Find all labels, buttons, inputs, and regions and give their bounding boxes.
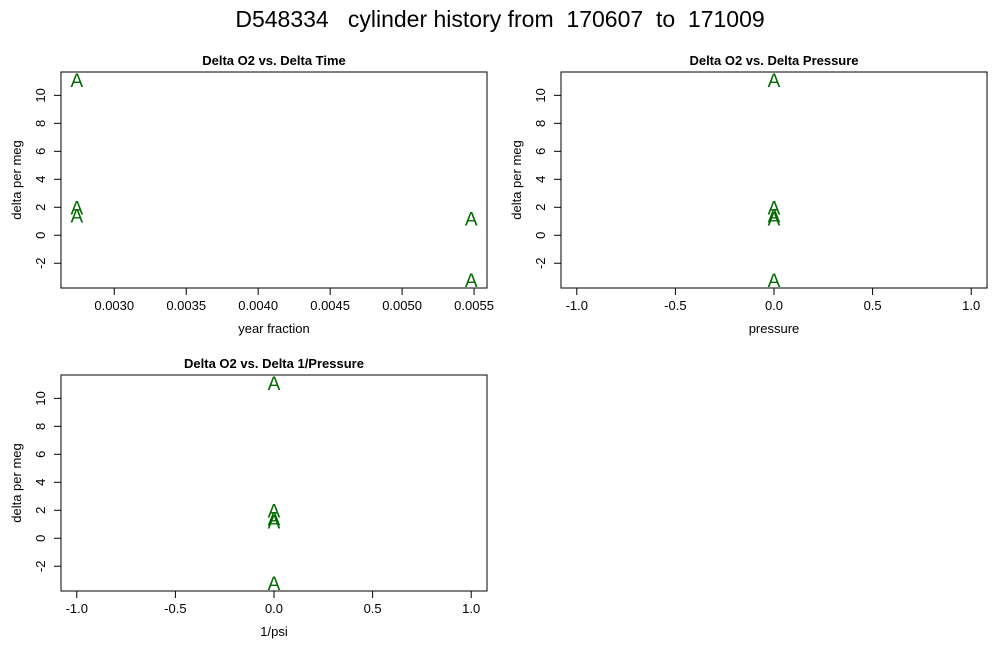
y-tick-label: 2 xyxy=(533,204,548,211)
x-tick-label: -1.0 xyxy=(566,298,588,313)
x-tick-label: 0.0045 xyxy=(310,298,350,313)
x-axis-label: 1/psi xyxy=(260,624,288,639)
x-axis-label: year fraction xyxy=(238,321,310,336)
plot-frame xyxy=(60,71,488,289)
point: A xyxy=(768,271,781,292)
y-tick-label: 0 xyxy=(33,535,48,542)
y-axis-label: delta per meg xyxy=(9,140,24,220)
y-tick-label: 8 xyxy=(33,120,48,127)
y-axis-label: delta per meg xyxy=(509,140,524,220)
x-tick-label: 0.5 xyxy=(864,298,882,313)
y-tick-label: -2 xyxy=(533,257,548,269)
x-tick-label: -1.0 xyxy=(66,601,88,616)
point: A xyxy=(268,512,281,533)
y-tick-label: 10 xyxy=(33,88,48,102)
y-tick-label: 0 xyxy=(533,232,548,239)
point: A xyxy=(465,271,478,292)
y-tick-label: 8 xyxy=(533,120,548,127)
point: A xyxy=(70,198,83,219)
y-tick-label: 4 xyxy=(533,176,548,183)
panel: Delta O2 vs. Delta Pressure pressure delta… xyxy=(509,53,988,336)
panel: Delta O2 vs. Delta Time year fraction delt… xyxy=(9,53,494,336)
y-tick-label: -2 xyxy=(33,257,48,269)
plot-frame xyxy=(560,71,988,289)
y-axis-label: delta per meg xyxy=(9,443,24,523)
point: A xyxy=(768,209,781,230)
x-tick-label: 0.0050 xyxy=(382,298,422,313)
y-tick-label: 10 xyxy=(33,391,48,405)
page-title: D548334 cylinder history from 170607 to … xyxy=(235,6,764,32)
y-tick-label: -2 xyxy=(33,560,48,572)
panel-title: Delta O2 vs. Delta 1/Pressure xyxy=(184,356,364,371)
x-tick-label: 0.0055 xyxy=(454,298,494,313)
point: A xyxy=(70,207,83,228)
x-tick-label: -0.5 xyxy=(164,601,186,616)
x-tick-label: 1.0 xyxy=(462,601,480,616)
panel: Delta O2 vs. Delta 1/Pressure 1/psi delta … xyxy=(9,356,488,639)
y-tick-label: 4 xyxy=(33,479,48,486)
x-tick-label: 0.5 xyxy=(364,601,382,616)
y-tick-label: 6 xyxy=(33,451,48,458)
x-tick-label: 0.0040 xyxy=(238,298,278,313)
point: A xyxy=(268,510,281,531)
x-tick-label: 1.0 xyxy=(962,298,980,313)
point: A xyxy=(268,574,281,595)
point: A xyxy=(268,374,281,395)
x-tick-label: 0.0 xyxy=(765,298,783,313)
x-axis-label: pressure xyxy=(749,321,800,336)
y-tick-label: 8 xyxy=(33,423,48,430)
x-tick-label: -0.5 xyxy=(664,298,686,313)
y-tick-label: 10 xyxy=(533,88,548,102)
y-tick-label: 6 xyxy=(533,148,548,155)
point: A xyxy=(465,209,478,230)
y-tick-label: 0 xyxy=(33,232,48,239)
panel-title: Delta O2 vs. Delta Pressure xyxy=(689,53,858,68)
point: A xyxy=(768,71,781,92)
point: A xyxy=(70,71,83,92)
y-tick-label: 6 xyxy=(33,148,48,155)
panel-title: Delta O2 vs. Delta Time xyxy=(202,53,346,68)
point: A xyxy=(768,198,781,219)
y-tick-label: 2 xyxy=(33,507,48,514)
point: A xyxy=(768,207,781,228)
x-tick-label: 0.0035 xyxy=(166,298,206,313)
y-tick-label: 4 xyxy=(33,176,48,183)
point: A xyxy=(268,501,281,522)
plot-frame xyxy=(60,374,488,592)
x-tick-label: 0.0 xyxy=(265,601,283,616)
y-tick-label: 2 xyxy=(33,204,48,211)
x-tick-label: 0.0030 xyxy=(94,298,134,313)
